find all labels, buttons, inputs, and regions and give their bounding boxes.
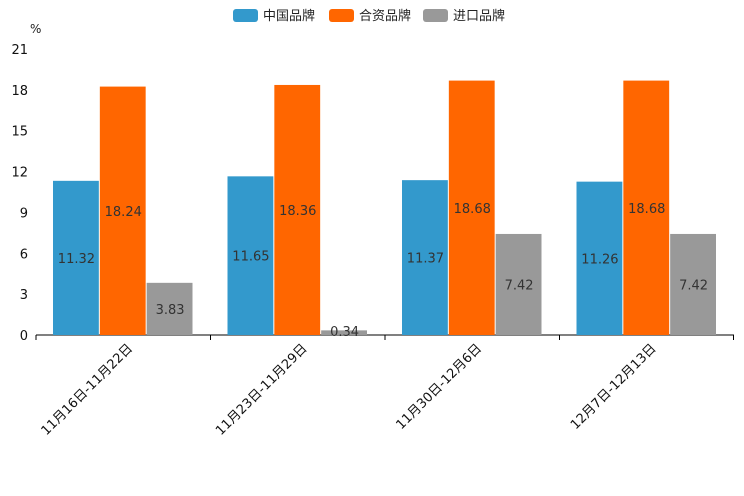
bar-1-3[interactable]	[402, 180, 448, 335]
bar-3-1[interactable]	[146, 282, 193, 335]
data-label: 18.24	[105, 205, 142, 220]
bar-1-2[interactable]	[227, 176, 274, 335]
y-tick-label: 18	[11, 84, 28, 99]
y-tick-label: 3	[20, 288, 28, 303]
bar-1-1[interactable]	[53, 180, 99, 335]
y-tick-label: 6	[20, 247, 28, 262]
legend-label-1[interactable]: 中国品牌	[263, 8, 315, 24]
x-category-label: 11月23日-11月29日	[213, 341, 310, 438]
chart-legend: 中国品牌 合资品牌 进口品牌	[233, 8, 505, 24]
data-label: 7.42	[679, 278, 708, 293]
bar-3-3[interactable]	[495, 233, 542, 335]
legend-swatch-3[interactable]	[423, 9, 448, 22]
x-axis: 11月16日-11月22日 11月23日-11月29日 11月30日-12月6日 12…	[35, 335, 734, 439]
y-axis-unit-label: %	[30, 22, 41, 36]
bar-series: 11.32 11.65 11.37 11.26 18.24 18.36 18.68 18.68…	[53, 80, 716, 340]
data-label: 11.32	[58, 252, 95, 267]
data-label: 7.42	[505, 278, 534, 293]
y-tick-label: 0	[20, 329, 28, 344]
data-label: 3.83	[156, 303, 185, 318]
data-label: 0.34	[330, 325, 359, 340]
x-category-label: 12月7日-12月13日	[568, 341, 660, 433]
data-label: 18.36	[279, 204, 316, 219]
legend-label-3[interactable]: 进口品牌	[453, 8, 505, 24]
x-category-label: 11月16日-11月22日	[39, 341, 136, 438]
bar-1-4[interactable]	[576, 181, 623, 335]
bar-2-2[interactable]	[274, 84, 321, 335]
data-label: 11.26	[581, 252, 618, 267]
bar-2-4[interactable]	[623, 80, 670, 335]
y-tick-label: 15	[11, 125, 28, 140]
y-tick-label: 9	[20, 206, 28, 221]
bar-3-2[interactable]	[321, 330, 367, 335]
legend-swatch-1[interactable]	[233, 9, 258, 22]
y-tick-label: 12	[11, 166, 28, 181]
legend-swatch-2[interactable]	[329, 9, 354, 22]
bar-2-1[interactable]	[99, 86, 146, 336]
data-label: 18.68	[454, 202, 491, 217]
bar-3-4[interactable]	[670, 233, 716, 335]
x-category-label: 11月30日-12月6日	[393, 341, 485, 433]
bar-2-3[interactable]	[448, 80, 495, 335]
y-tick-label: 21	[11, 43, 28, 58]
data-label: 11.65	[232, 250, 269, 265]
legend-label-2[interactable]: 合资品牌	[359, 8, 411, 24]
data-label: 11.37	[407, 252, 444, 267]
data-label: 18.68	[628, 202, 665, 217]
